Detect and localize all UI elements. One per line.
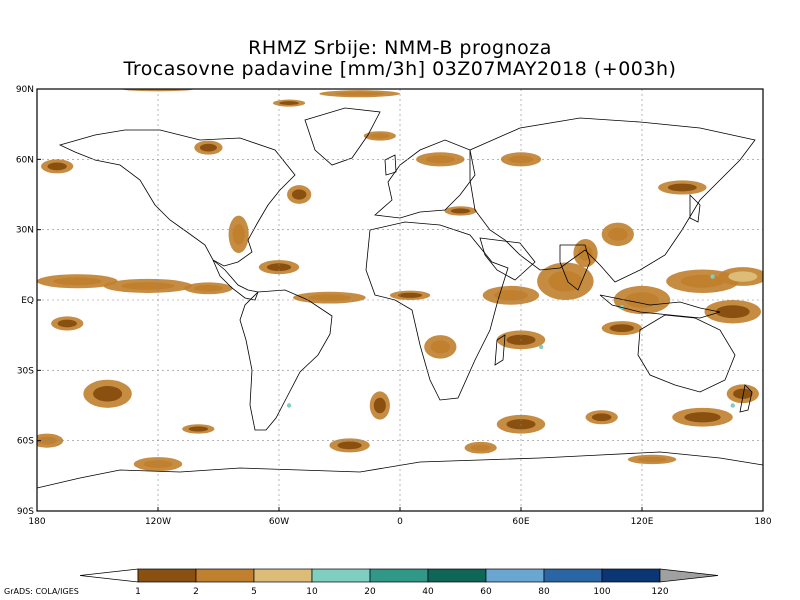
precip-core-16	[47, 162, 67, 171]
australia-coast	[637, 314, 736, 393]
precip-core-2	[193, 285, 223, 292]
coastlines	[37, 107, 763, 489]
heavy-precip-spot-1	[286, 403, 292, 408]
north-america-coast	[58, 129, 296, 267]
precip-core-6	[493, 290, 528, 301]
south-america-coast	[239, 289, 333, 431]
colorbar-swatch	[253, 568, 313, 583]
precip-core-24	[667, 183, 697, 192]
precip-core-25	[450, 208, 471, 214]
colorbar-level-label: 20	[364, 587, 376, 597]
colorbar-level-label: 80	[538, 587, 550, 597]
precip-core-18	[335, 91, 384, 96]
precip-core-9	[608, 227, 628, 241]
precip-core-35	[591, 413, 612, 422]
lat-tick-label: 60S	[17, 437, 34, 447]
india-coast	[559, 244, 591, 291]
precip-core-8	[578, 245, 593, 261]
precip-core-32	[373, 397, 386, 414]
colorbar-swatch	[427, 568, 487, 583]
colorbar-swatch	[311, 568, 371, 583]
lat-tick-label: 30S	[17, 366, 34, 376]
precip-core-31	[337, 441, 362, 450]
precip-core-4	[307, 294, 352, 301]
colorbar-level-label: 2	[193, 587, 199, 597]
map-subtitle: Trocasovne padavine [mm/3h] 03Z07MAY2018…	[123, 58, 677, 80]
precip-core-33	[470, 444, 491, 451]
precip-core-38	[733, 388, 753, 399]
precip-core-12	[715, 305, 750, 319]
heavy-precip-spot-0	[710, 274, 715, 279]
japan-coast	[689, 194, 701, 223]
precip-core-26	[57, 319, 77, 328]
colorbar-high-arrow	[659, 568, 719, 583]
precip-core-36	[637, 456, 667, 463]
colorbar-swatch	[543, 568, 603, 583]
lon-tick-label: 120E	[631, 517, 654, 527]
new-zealand-coast	[739, 384, 753, 413]
lat-lon-grid	[37, 89, 763, 511]
colorbar-swatch	[485, 568, 545, 583]
colorbar-level-label: 5	[251, 587, 257, 597]
colorbar-swatch	[369, 568, 429, 583]
colorbar-level-label: 10	[306, 587, 318, 597]
precip-core-11	[680, 274, 725, 288]
precip-core-22	[199, 143, 217, 152]
precip-core-20	[425, 155, 455, 164]
lat-tick-label: EQ	[21, 296, 34, 306]
colorbar-level-label: 60	[480, 587, 492, 597]
lon-tick-label: 120W	[145, 517, 171, 527]
precip-core-15	[291, 189, 307, 200]
colorbar-swatch	[601, 568, 661, 583]
precip-core-21	[370, 133, 390, 139]
colorbar-swatch	[137, 568, 197, 583]
precip-core-1	[121, 282, 175, 290]
lat-tick-label: 90S	[17, 507, 34, 517]
precip-core-14	[232, 224, 245, 245]
colorbar-level-label: 100	[593, 587, 610, 597]
antarctica-coast	[37, 451, 763, 489]
colorbar-level-label: 120	[651, 587, 668, 597]
lat-tick-label: 90N	[16, 85, 34, 95]
precip-core-41	[430, 340, 451, 354]
precip-core-3	[266, 263, 292, 272]
precip-core-40	[609, 324, 634, 333]
heavy-precip-spot-4	[538, 344, 544, 350]
precip-core-7	[548, 270, 583, 292]
grads-credit: GrADS: COLA/IGES	[4, 587, 79, 596]
precip-core-13	[728, 271, 758, 282]
arabia-coast	[479, 237, 536, 281]
central-america-coast	[212, 259, 259, 301]
lon-tick-label: 0	[397, 517, 403, 527]
indonesia-coast	[599, 294, 721, 319]
map-title: RHMZ Srbije: NMM-B prognoza	[248, 37, 552, 59]
lat-tick-label: 30N	[16, 226, 34, 236]
asia-coast	[469, 117, 756, 283]
africa-coast	[365, 221, 509, 401]
lon-tick-label: 60E	[512, 517, 529, 527]
precip-core-27	[93, 386, 123, 402]
precip-core-19	[279, 101, 299, 106]
precip-core-37	[684, 412, 721, 423]
colorbar-level-label: 1	[135, 587, 141, 597]
lon-tick-label: 60W	[269, 517, 289, 527]
lon-tick-label: 180	[754, 517, 771, 527]
colorbar-swatch	[195, 568, 255, 583]
precip-core-0	[53, 277, 102, 286]
colorbar-level-label: 40	[422, 587, 434, 597]
heavy-precip-spot-3	[730, 403, 735, 408]
uk-coast	[384, 154, 397, 176]
madagascar-coast	[494, 334, 506, 366]
precip-layer	[37, 89, 763, 472]
precip-core-5	[397, 292, 423, 298]
greenland-coast	[304, 107, 381, 166]
lon-tick-label: 180	[28, 517, 45, 527]
lat-tick-label: 60N	[16, 155, 34, 165]
colorbar: 1 2 5 10 20 40 60 80 100 120	[79, 568, 719, 597]
precip-core-30	[188, 426, 209, 432]
colorbar-low-arrow	[79, 568, 139, 583]
